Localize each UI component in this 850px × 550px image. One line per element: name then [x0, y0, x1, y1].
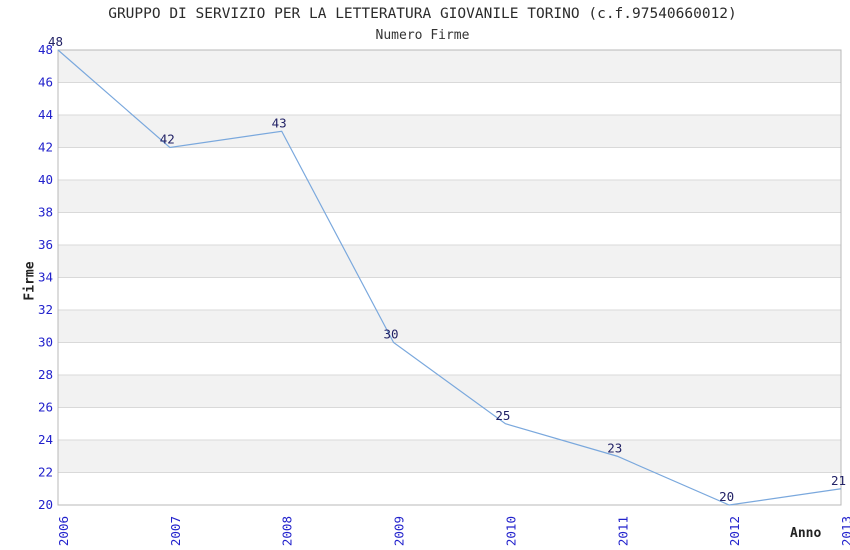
x-tick-label: 2011 [615, 516, 630, 546]
x-tick-label: 2009 [392, 516, 407, 546]
y-tick-labels: 20 22 24 26 28 30 32 34 36 38 40 42 44 46 48 [38, 42, 53, 512]
data-line [57, 49, 842, 506]
y-tick-label: 38 [38, 205, 53, 220]
data-point-label: 23 [607, 440, 622, 455]
y-tick-label: 44 [38, 107, 53, 122]
data-point-label: 43 [272, 115, 287, 130]
y-tick-label: 28 [38, 367, 53, 382]
y-tick-label: 20 [38, 497, 53, 512]
data-point-label: 25 [495, 408, 510, 423]
chart-subtitle: Numero Firme [375, 28, 470, 43]
band [58, 440, 841, 473]
y-tick-label: 42 [38, 140, 53, 155]
data-point-label: 20 [719, 489, 734, 504]
band [58, 50, 841, 83]
band [58, 310, 841, 343]
band [58, 180, 841, 213]
y-tick-label: 30 [38, 335, 53, 350]
x-tick-label: 2006 [56, 516, 71, 546]
data-point-label: 21 [831, 473, 846, 488]
plot-border [57, 49, 842, 506]
plot-frame [57, 49, 842, 506]
band [58, 245, 841, 278]
data-point-label: 30 [384, 327, 399, 342]
x-tick-label: 2012 [727, 516, 742, 546]
data-point-labels: 48 42 43 30 25 23 20 21 [48, 34, 846, 504]
y-tick-label: 32 [38, 302, 53, 317]
y-tick-label: 40 [38, 172, 53, 187]
y-tick-label: 24 [38, 432, 53, 447]
band [58, 375, 841, 408]
plot-bands [58, 50, 841, 473]
x-tick-labels: 2006 2007 2008 2009 2010 2011 2012 2013 [56, 516, 850, 546]
band [58, 115, 841, 148]
x-axis-label: Anno [790, 526, 822, 541]
y-tick-label: 22 [38, 465, 53, 480]
y-tick-label: 36 [38, 237, 53, 252]
data-point-label: 42 [160, 132, 175, 147]
x-tick-label: 2007 [168, 516, 183, 546]
y-tick-label: 48 [38, 42, 53, 57]
y-tick-label: 26 [38, 400, 53, 415]
y-tick-label: 46 [38, 75, 53, 90]
x-tick-label: 2008 [280, 516, 295, 546]
data-point-label: 48 [48, 34, 63, 49]
x-tick-label: 2013 [839, 516, 850, 546]
x-tick-label: 2010 [503, 516, 518, 546]
series-line [57, 49, 842, 506]
chart-title: GRUPPO DI SERVIZIO PER LA LETTERATURA GI… [108, 6, 737, 22]
y-tick-label: 34 [38, 270, 53, 285]
plot-gridlines [58, 82, 841, 473]
